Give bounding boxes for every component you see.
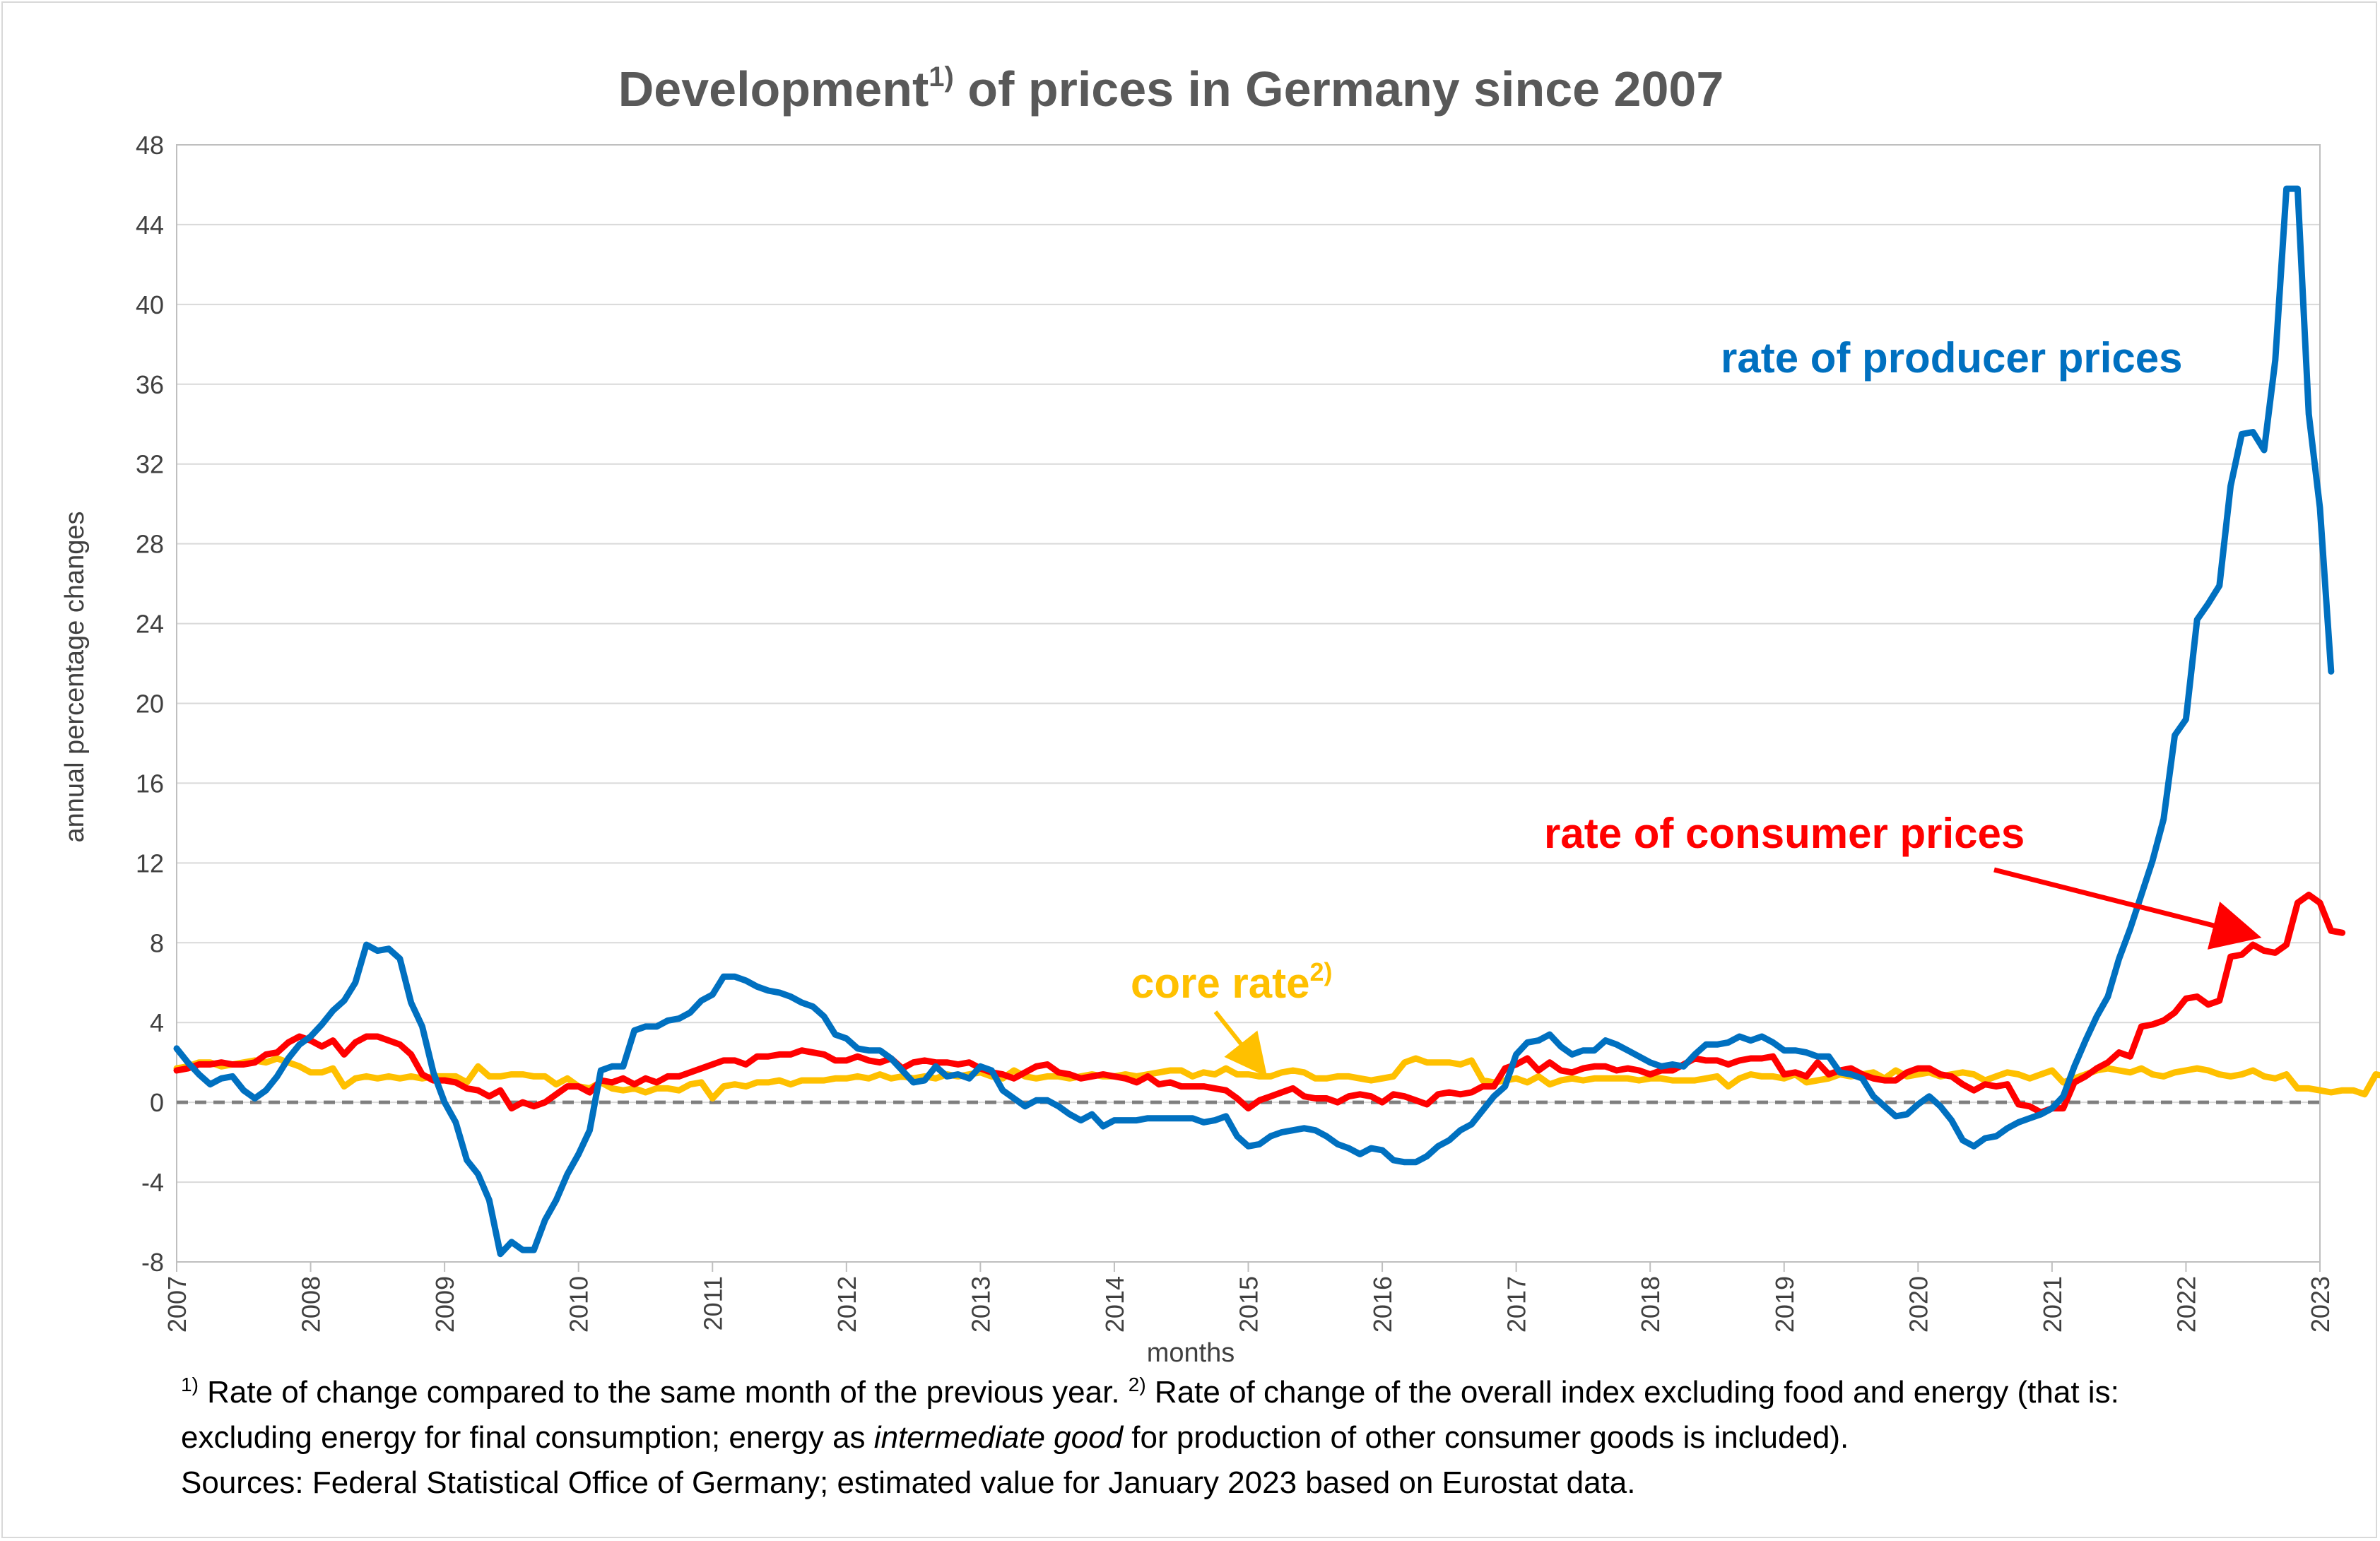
chart-title-sup: 1) xyxy=(929,61,954,93)
x-tick-label: 2020 xyxy=(1904,1276,1933,1333)
x-tick-label: 2018 xyxy=(1636,1276,1665,1333)
label-core-rate-text: core rate xyxy=(1131,960,1309,1007)
plot-area-border xyxy=(176,144,2321,1263)
y-tick-label: 4 xyxy=(150,1008,164,1037)
y-tick-label: 36 xyxy=(136,370,164,399)
x-tick-label: 2012 xyxy=(832,1276,861,1333)
x-tick-label: 2010 xyxy=(565,1276,594,1333)
x-axis-label: months xyxy=(1147,1338,1235,1368)
gridlines xyxy=(177,144,2320,1263)
consumer-arrow xyxy=(1993,867,2262,950)
y-tick-label: -8 xyxy=(141,1248,164,1277)
label-core-rate: core rate2) xyxy=(1131,957,1333,1007)
x-tick-label: 2022 xyxy=(2172,1276,2201,1333)
y-tick-label: -4 xyxy=(141,1168,164,1197)
y-tick-label: 32 xyxy=(136,450,164,479)
series-line-2 xyxy=(173,185,2335,1258)
x-tick-label: 2009 xyxy=(430,1276,459,1333)
series-line-1 xyxy=(173,892,2346,1116)
footnote-sup-1: 1) xyxy=(181,1374,199,1395)
footnote-1-text: Rate of change compared to the same mont… xyxy=(198,1375,1129,1410)
chart-title-rest: of prices in Germany since 2007 xyxy=(954,61,1724,117)
label-producer-prices: rate of producer prices xyxy=(1721,334,2183,382)
y-tick-label: 0 xyxy=(150,1088,164,1117)
footnote-sources: Sources: Federal Statistical Office of G… xyxy=(181,1465,1636,1500)
y-tick-label: 8 xyxy=(150,928,164,957)
x-tick-label: 2017 xyxy=(1502,1276,1531,1333)
x-tick-label: 2023 xyxy=(2306,1276,2335,1333)
series-line-0 xyxy=(173,1055,2380,1102)
x-tick-label: 2016 xyxy=(1368,1276,1397,1333)
label-core-rate-sup: 2) xyxy=(1309,957,1332,986)
footnote-2-cont: excluding energy for final consumption; … xyxy=(181,1420,874,1455)
y-tick-label: 20 xyxy=(136,690,164,719)
label-consumer-prices: rate of consumer prices xyxy=(1544,810,2025,857)
footnote-sup-2: 2) xyxy=(1128,1374,1146,1395)
x-tick-label: 2011 xyxy=(698,1276,727,1330)
footnote-2-end: for production of other consumer goods i… xyxy=(1123,1420,1849,1455)
y-tick-label: 28 xyxy=(136,530,164,559)
chart-title-main: Development xyxy=(618,61,929,117)
y-axis-label: annual percentage changes xyxy=(60,511,90,842)
footnote-line-1: 1) Rate of change compared to the same m… xyxy=(181,1371,2119,1414)
y-tick-label: 48 xyxy=(136,131,164,160)
footnote-2-text: Rate of change of the overall index excl… xyxy=(1145,1375,2119,1410)
x-tick-label: 2021 xyxy=(2038,1276,2067,1333)
y-tick-label: 40 xyxy=(136,290,164,319)
y-tick-label: 24 xyxy=(136,610,164,639)
footnote-line-2: excluding energy for final consumption; … xyxy=(181,1417,1849,1459)
core-rate-arrow xyxy=(1213,1010,1268,1077)
y-tick-label: 16 xyxy=(136,769,164,798)
y-tick-label: 12 xyxy=(136,849,164,878)
x-tick-label: 2007 xyxy=(163,1276,192,1333)
x-tick-label: 2014 xyxy=(1100,1276,1129,1333)
y-tick-label: 44 xyxy=(136,211,164,240)
x-tick-label: 2008 xyxy=(297,1276,326,1333)
x-tick-label: 2015 xyxy=(1235,1276,1263,1333)
chart-title: Development1) of prices in Germany since… xyxy=(618,61,1724,117)
x-tick-label: 2019 xyxy=(1770,1276,1799,1333)
x-tick-label: 2013 xyxy=(966,1276,995,1333)
series-lines xyxy=(173,185,2380,1258)
footnote-2-italic: intermediate good xyxy=(873,1420,1124,1455)
x-tick-labels: 2007 2008 2009 2010 2011 2012 2013 2014 2015 2016… xyxy=(163,1262,2335,1333)
